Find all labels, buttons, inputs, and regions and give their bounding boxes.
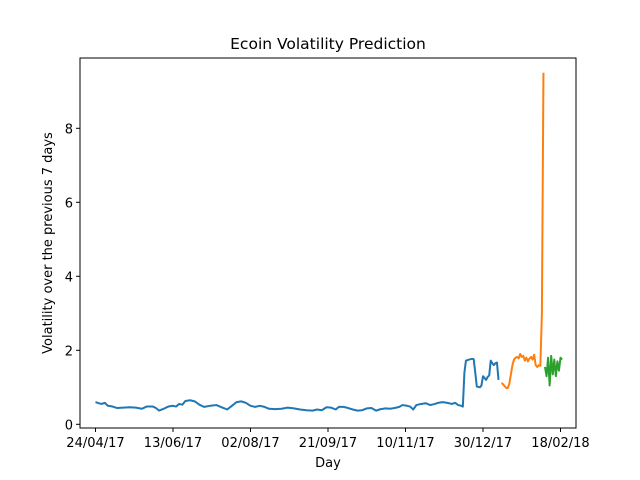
y-tick-label: 0 <box>65 418 73 433</box>
x-tick-label: 18/02/18 <box>531 436 589 451</box>
y-tick-label: 6 <box>65 196 73 211</box>
y-tick-label: 8 <box>65 122 73 137</box>
plot-series <box>95 72 563 412</box>
y-axis-label: Volatility over the previous 7 days <box>41 132 56 354</box>
x-axis: 24/04/17 13/06/17 02/08/17 21/09/17 10/11/17… <box>66 428 590 451</box>
series-line-1 <box>95 357 500 412</box>
x-tick-label: 24/04/17 <box>66 436 124 451</box>
x-tick-label: 30/12/17 <box>454 436 512 451</box>
x-tick-label: 02/08/17 <box>221 436 279 451</box>
y-axis: 0 2 4 6 8 <box>65 122 80 433</box>
chart-title: Ecoin Volatility Prediction <box>230 35 426 53</box>
x-tick-label: 13/06/17 <box>144 436 202 451</box>
x-tick-label: 10/11/17 <box>376 436 434 451</box>
y-tick-label: 4 <box>65 270 73 285</box>
series-line-3 <box>544 354 563 387</box>
x-tick-label: 21/09/17 <box>299 436 357 451</box>
x-axis-label: Day <box>315 456 341 471</box>
series-line-2 <box>500 72 545 390</box>
y-tick-label: 2 <box>65 344 73 359</box>
